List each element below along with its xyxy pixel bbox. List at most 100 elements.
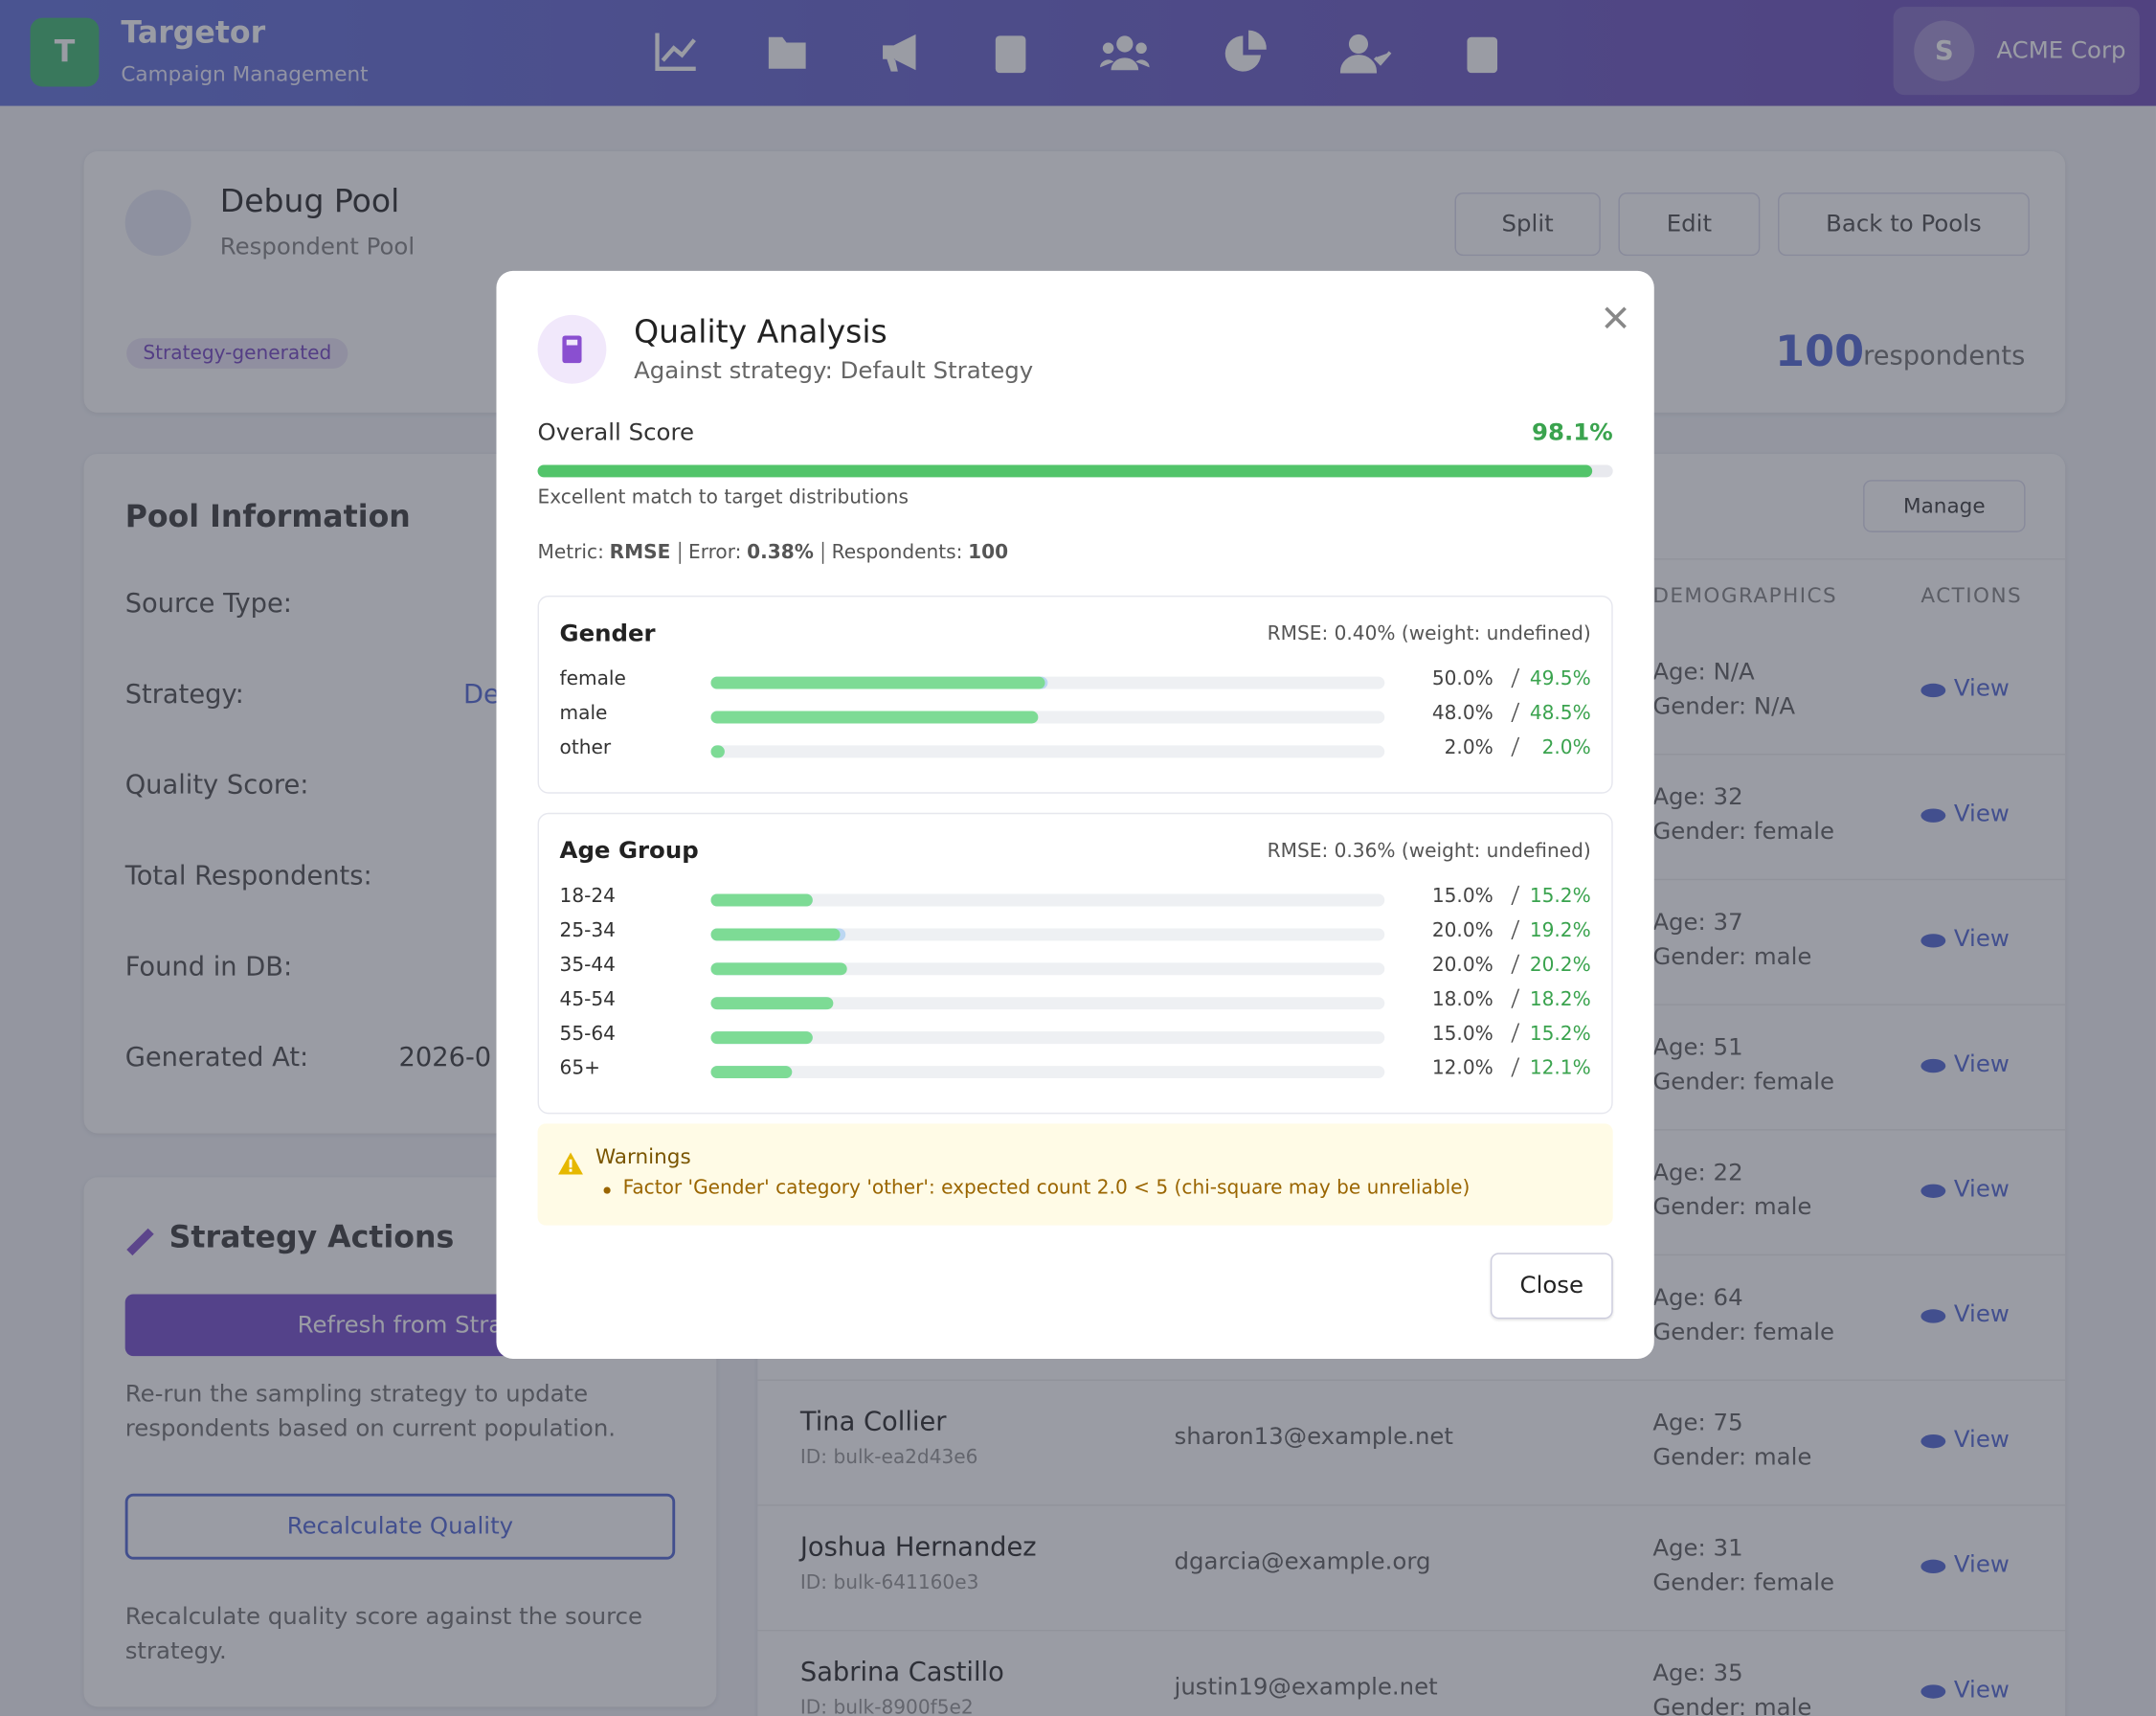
pool-title: Debug Pool (219, 184, 400, 220)
respondent-gender: Gender: female (1652, 1068, 1835, 1096)
target-label: 20.0% (1431, 919, 1493, 942)
actual-bar (710, 1066, 793, 1078)
category-name: 25-34 (559, 919, 616, 942)
view-link[interactable]: View (1953, 1426, 2010, 1455)
logo[interactable]: T (30, 17, 100, 87)
view-link[interactable]: View (1953, 800, 2010, 828)
respondent-email: sharon13@example.net (1174, 1423, 1454, 1452)
view-link[interactable]: View (1953, 1676, 2010, 1705)
respondent-age: Age: 22 (1652, 1159, 1743, 1187)
view-icon (1920, 934, 1946, 948)
pool-button[interactable]: Back to Pools (1778, 192, 2030, 257)
respondent-count: 100 (1775, 327, 1865, 377)
header: T Targetor Campaign Management S ACME Co… (0, 0, 2156, 106)
respondent-age: Age: 75 (1652, 1410, 1743, 1437)
pool-button[interactable]: Split (1454, 192, 1601, 257)
view-link[interactable]: View (1953, 1300, 2010, 1329)
respondent-id: ID: bulk-641160e3 (799, 1571, 979, 1594)
target-label: 2.0% (1444, 736, 1493, 759)
respondent-count-label: respondents (1863, 341, 2026, 372)
pool-button[interactable]: Edit (1618, 192, 1761, 257)
view-link[interactable]: View (1953, 925, 2010, 954)
view-link[interactable]: View (1953, 1050, 2010, 1078)
view-icon (1920, 1559, 1946, 1574)
view-link[interactable]: View (1953, 675, 2010, 703)
category-name: 55-64 (559, 1023, 616, 1046)
slash (1499, 1023, 1520, 1043)
slash (1499, 954, 1520, 974)
respondent-id: ID: bulk-ea2d43e6 (799, 1446, 978, 1469)
metric-value: 100 (968, 541, 1009, 564)
bar-track (710, 1066, 1385, 1078)
nav-audiences[interactable] (1116, 35, 1134, 53)
respondent-email: justin19@example.net (1174, 1673, 1438, 1702)
warnings-title: Warnings (595, 1143, 691, 1169)
actual-label: 19.2% (1529, 919, 1591, 942)
actual-label: 2.0% (1541, 736, 1591, 759)
actual-bar (710, 711, 1038, 724)
metric-value: RMSE (609, 541, 671, 564)
row-divider (757, 1504, 2066, 1506)
nav-surveys[interactable] (995, 35, 1026, 74)
bar-track (710, 1031, 1385, 1045)
respondent-gender: Gender: male (1652, 1694, 1812, 1716)
actual-label: 48.5% (1529, 702, 1591, 725)
respondent-gender: Gender: N/A (1652, 692, 1796, 721)
recalculate-description: Recalculate quality score against the so… (124, 1603, 643, 1666)
slash (1499, 919, 1520, 939)
respondent-age: Age: N/A (1652, 658, 1755, 687)
category-name: female (559, 668, 626, 690)
actual-label: 20.2% (1529, 954, 1591, 977)
refresh-description: Re-run the sampling strategy to update r… (124, 1380, 617, 1443)
separator (821, 541, 824, 564)
view-link[interactable]: View (1953, 1175, 2010, 1204)
respondent-gender: Gender: female (1652, 818, 1835, 847)
strategy-value[interactable]: De (463, 679, 500, 711)
metrics: Metric: RMSE Error: 0.38% Respondents: 100 (538, 541, 1009, 564)
respondent-gender: Gender: female (1652, 1569, 1835, 1597)
respondent-age: Age: 51 (1652, 1034, 1743, 1062)
view-link[interactable]: View (1953, 1551, 2010, 1579)
nav-projects[interactable] (768, 36, 806, 69)
actual-label: 12.1% (1529, 1057, 1591, 1080)
recalculate-button[interactable]: Recalculate Quality (124, 1493, 676, 1560)
overall-score: 98.1% (1531, 419, 1613, 447)
user-menu[interactable]: S ACME Corp (1893, 7, 2140, 96)
brand-subtitle: Campaign Management (121, 61, 369, 87)
view-icon (1920, 683, 1946, 698)
nav-campaigns[interactable] (883, 34, 916, 72)
factor-rmse: RMSE: 0.40% (weight: undefined) (1267, 622, 1591, 645)
nav-tasks[interactable] (1467, 36, 1498, 74)
header-actions: ACTIONS (1920, 582, 2023, 608)
manage-button[interactable]: Manage (1863, 480, 2026, 532)
view-icon (1920, 1058, 1946, 1073)
info-label: Strategy: (124, 679, 244, 711)
category-name: 45-54 (559, 988, 616, 1011)
nav-dashboard[interactable] (655, 33, 696, 71)
pool-subtitle: Respondent Pool (219, 234, 415, 261)
warning-icon (558, 1152, 583, 1175)
close-button[interactable]: Close (1490, 1253, 1613, 1320)
info-label: Total Respondents: (124, 861, 372, 892)
category-name: other (559, 736, 612, 759)
respondent-email: dgarcia@example.org (1174, 1548, 1431, 1576)
actual-label: 18.2% (1529, 988, 1591, 1011)
actual-bar (710, 928, 841, 941)
separator (678, 541, 681, 564)
nav-reports[interactable] (1224, 30, 1267, 72)
respondent-id: ID: bulk-8900f5e2 (799, 1697, 974, 1716)
respondent-age: Age: 35 (1652, 1660, 1743, 1688)
bar-track (710, 893, 1385, 907)
overall-track (537, 464, 1613, 478)
nav-respondents[interactable] (1348, 34, 1369, 55)
slash (1499, 668, 1520, 689)
factor-card: Age Group RMSE: 0.36% (weight: undefined)… (537, 812, 1613, 1115)
generated-value: 2026-0 (398, 1042, 492, 1073)
info-label: Generated At: (124, 1042, 309, 1073)
close-x[interactable] (1602, 304, 1629, 331)
brand: Targetor (121, 16, 266, 52)
respondent-age: Age: 31 (1652, 1534, 1743, 1563)
warning-item: Factor 'Gender' category 'other': expect… (622, 1177, 1471, 1200)
header-demographics: DEMOGRAPHICS (1652, 582, 1838, 608)
